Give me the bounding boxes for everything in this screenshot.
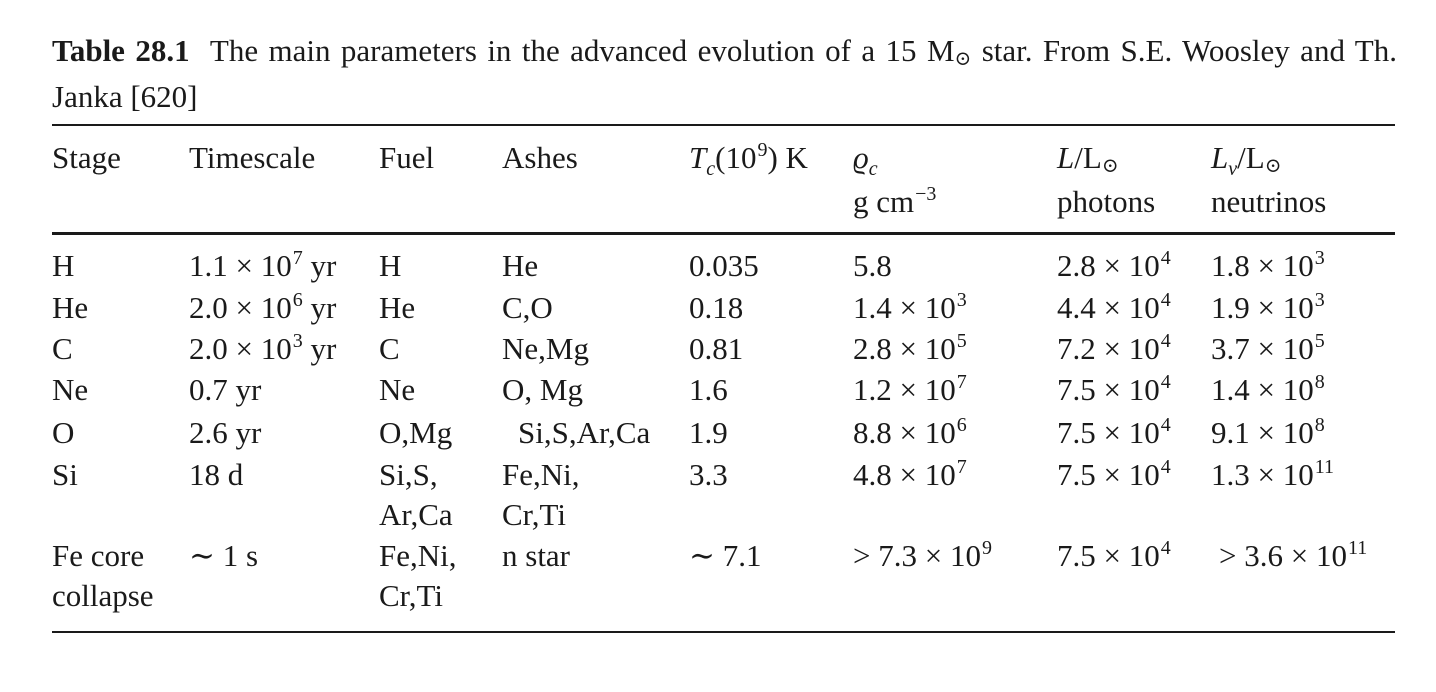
cell-fuel: O,Mg: [379, 415, 453, 450]
cell-fuel: Si,S, Ar,Ca: [379, 457, 453, 532]
cell-neutrino-luminosity: 3.7 × 105: [1211, 330, 1325, 366]
cell-neutrino-luminosity: 1.3 × 1011: [1211, 456, 1334, 492]
cell-photon-luminosity: 4.4 × 104: [1057, 289, 1171, 325]
cell-photon-luminosity: 7.5 × 104: [1057, 414, 1171, 450]
cell-ashes: C,O: [502, 290, 553, 325]
cell-photon-luminosity: 7.5 × 104: [1057, 537, 1171, 573]
cell-stage: He: [52, 290, 89, 325]
cell-stage: Si: [52, 457, 78, 492]
cell-ashes: n star: [502, 538, 571, 573]
cell-neutrino-luminosity: 1.8 × 103: [1211, 247, 1325, 283]
header-photon-luminosity: L/L⊙ photons: [1057, 140, 1156, 219]
cell-ashes: He: [502, 248, 539, 283]
cell-stage: O: [52, 415, 75, 450]
cell-stage: C: [52, 331, 73, 366]
cell-fuel: He: [379, 290, 416, 325]
cell-central-density: 1.2 × 107: [853, 371, 967, 407]
header-central-density: ϱc g cm−3: [853, 140, 937, 219]
cell-neutrino-luminosity: 1.9 × 103: [1211, 289, 1325, 325]
cell-central-density: 5.8: [853, 248, 892, 283]
cell-neutrino-luminosity: 9.1 × 108: [1211, 414, 1325, 450]
cell-fuel: Ne: [379, 372, 416, 407]
cell-ashes: Fe,Ni, Cr,Ti: [502, 457, 580, 532]
cell-central-density: 1.4 × 103: [853, 289, 967, 325]
cell-timescale: 0.7 yr: [189, 372, 262, 407]
cell-fuel: C: [379, 331, 400, 366]
cell-central-temperature: 0.035: [689, 248, 759, 283]
sun-symbol-icon: ⊙: [954, 48, 972, 70]
cell-ashes: Si,S,Ar,Ca: [518, 415, 651, 450]
header-ashes: Ashes: [502, 140, 578, 175]
cell-ashes: Ne,Mg: [502, 331, 589, 366]
cell-photon-luminosity: 2.8 × 104: [1057, 247, 1171, 283]
cell-neutrino-luminosity: 1.4 × 108: [1211, 371, 1325, 407]
cell-ashes: O, Mg: [502, 372, 583, 407]
table-label: Table 28.1: [52, 33, 190, 68]
table-caption: Table 28.1 The main parameters in the ad…: [52, 30, 1397, 118]
cell-central-temperature: ∼ 7.1: [689, 538, 762, 573]
header-fuel: Fuel: [379, 140, 435, 175]
sun-symbol-icon: ⊙: [1264, 155, 1282, 177]
header-central-temperature: Tc(109) K: [689, 139, 808, 180]
cell-central-temperature: 0.18: [689, 290, 744, 325]
cell-central-density: 2.8 × 105: [853, 330, 967, 366]
header-neutrino-luminosity: Lν/L⊙ neutrinos: [1211, 140, 1327, 219]
cell-central-density: 8.8 × 106: [853, 414, 967, 450]
cell-central-temperature: 1.9: [689, 415, 728, 450]
cell-fuel: Fe,Ni, Cr,Ti: [379, 538, 457, 613]
caption-text-after: star. From S.E. Woosley and Th. Janka [6…: [52, 33, 1397, 114]
table-header-rule: [52, 232, 1395, 235]
table-top-rule: [52, 124, 1395, 126]
cell-photon-luminosity: 7.2 × 104: [1057, 330, 1171, 366]
cell-stage: Fe core collapse: [52, 538, 154, 613]
cell-stage: H: [52, 248, 75, 283]
cell-photon-luminosity: 7.5 × 104: [1057, 456, 1171, 492]
header-stage: Stage: [52, 140, 121, 175]
cell-timescale: 2.6 yr: [189, 415, 262, 450]
cell-timescale: 2.0 × 106 yr: [189, 289, 337, 325]
cell-central-density: 4.8 × 107: [853, 456, 967, 492]
cell-central-temperature: 1.6: [689, 372, 728, 407]
header-timescale: Timescale: [189, 140, 316, 175]
cell-central-density: > 7.3 × 109: [853, 537, 992, 573]
cell-timescale: 2.0 × 103 yr: [189, 330, 337, 366]
caption-text-before: The main parameters in the advanced evol…: [209, 33, 955, 68]
cell-central-temperature: 0.81: [689, 331, 744, 366]
cell-neutrino-luminosity: > 3.6 × 1011: [1219, 537, 1368, 573]
cell-central-temperature: 3.3: [689, 457, 728, 492]
cell-stage: Ne: [52, 372, 89, 407]
sun-symbol-icon: ⊙: [1101, 155, 1119, 177]
cell-photon-luminosity: 7.5 × 104: [1057, 371, 1171, 407]
cell-fuel: H: [379, 248, 402, 283]
cell-timescale: 1.1 × 107 yr: [189, 247, 337, 283]
table-bottom-rule: [52, 631, 1395, 633]
cell-timescale: 18 d: [189, 457, 244, 492]
cell-timescale: ∼ 1 s: [189, 538, 259, 573]
